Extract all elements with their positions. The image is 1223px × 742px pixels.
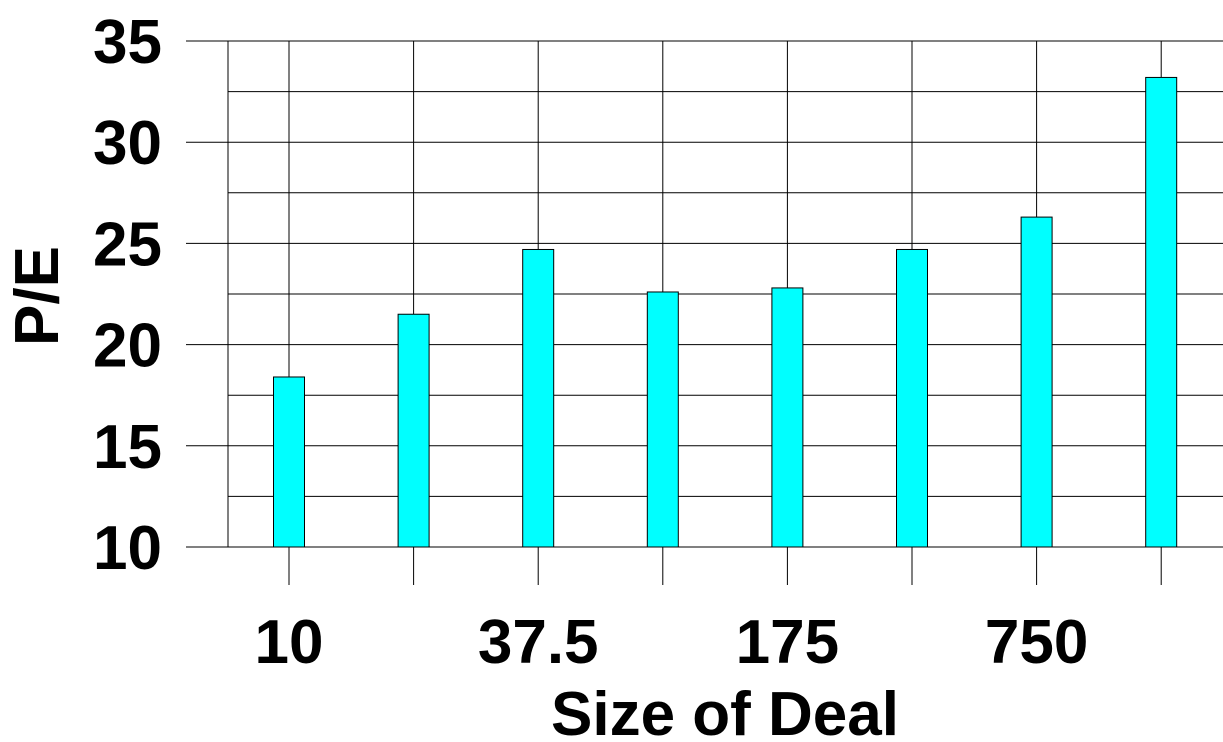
y-tick-label: 20 (93, 312, 162, 381)
y-tick-label: 35 (93, 8, 162, 77)
bar (646, 291, 679, 548)
bar (896, 248, 928, 548)
x-tick-label: 37.5 (478, 608, 599, 677)
bar (273, 376, 305, 548)
bars (273, 76, 1178, 548)
x-tick-label: 175 (736, 608, 839, 677)
bar (1020, 216, 1053, 548)
x-tick-label: 10 (255, 608, 324, 677)
bar (522, 248, 555, 548)
bar (1145, 76, 1178, 548)
grid-lines (186, 40, 1223, 585)
bar (397, 313, 430, 548)
y-tick-label: 25 (93, 210, 162, 279)
x-axis-label: Size of Deal (551, 680, 899, 742)
bar (771, 287, 804, 548)
x-tick-labels: 10 37.5 175 750 (255, 608, 1089, 677)
y-axis-label: P/E (3, 246, 72, 346)
y-tick-label: 10 (93, 514, 162, 583)
x-tick-label: 750 (985, 608, 1088, 677)
y-tick-labels: 10 15 20 25 30 35 (93, 8, 162, 583)
y-tick-label: 15 (93, 413, 162, 482)
y-tick-label: 30 (93, 109, 162, 178)
